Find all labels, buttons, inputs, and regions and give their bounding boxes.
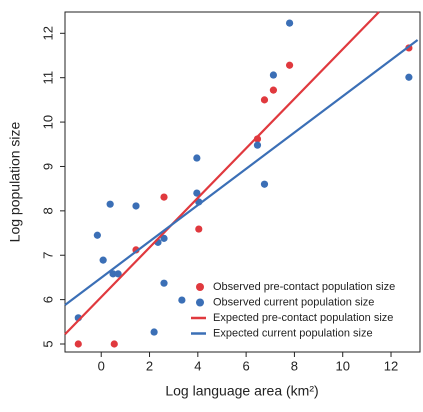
point [193,189,201,197]
point [99,256,107,264]
point [253,141,262,149]
point [195,225,203,233]
point [150,328,158,336]
x-tick-label: 10 [335,358,349,373]
x-tick-label: 12 [384,358,398,373]
point [74,340,82,348]
fit-line [64,39,419,306]
point [160,234,168,242]
y-tick-label: 12 [40,26,55,40]
x-tick-label: 4 [194,358,201,373]
legend-marker [196,298,204,307]
legend-label: Observed pre-contact population size [213,281,395,293]
fit-line [64,11,380,336]
point [405,73,413,81]
y-tick-label: 11 [40,71,55,85]
point [178,296,186,304]
y-tick-label: 7 [40,252,55,259]
point [160,193,168,201]
point [193,154,201,162]
y-tick-label: 6 [40,296,55,303]
point [260,96,269,104]
point [114,270,122,278]
legend-label: Expected pre-contact population size [213,312,393,324]
point [93,231,101,239]
x-axis-label: Log language area (km²) [165,383,318,399]
x-tick-label: 6 [243,358,250,373]
y-tick-label: 8 [40,207,55,214]
point [285,61,294,69]
y-tick-label: 9 [40,163,55,170]
point [269,71,278,79]
point [109,270,117,278]
y-tick-label: 10 [40,115,55,129]
x-tick-label: 8 [291,358,298,373]
point [260,180,269,188]
point [160,279,168,287]
x-tick-label: 2 [146,358,153,373]
legend-marker [196,283,204,291]
point [110,340,118,348]
point [106,200,114,208]
point [132,202,140,210]
y-tick-label: 5 [40,340,55,347]
point [285,19,294,27]
y-axis-label: Log population size [7,121,23,242]
point [269,86,278,94]
legend-label: Observed current population size [213,296,374,308]
legend-label: Expected current population size [213,327,373,339]
plot-frame [64,11,421,353]
x-tick-label: 0 [98,358,105,373]
